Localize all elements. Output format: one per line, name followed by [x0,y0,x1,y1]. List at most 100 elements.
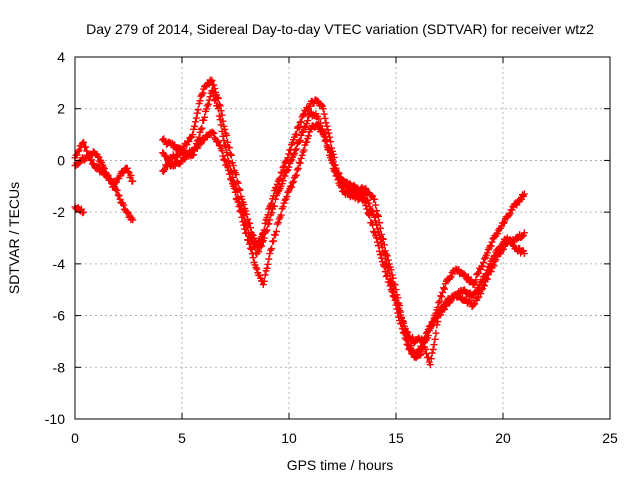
data-point-trace-f [272,228,280,236]
x-tick-label: 20 [495,430,511,446]
data-point-trace-e [490,262,498,270]
data-point-trace-d [371,195,379,203]
data-point-trace-f [433,321,441,329]
data-point-trace-f [320,132,328,140]
data-point-trace-f [248,250,256,258]
y-tick-label: -2 [53,204,66,220]
data-point-trace-f [274,218,282,226]
data-point-trace-a [75,146,83,154]
grid [75,57,610,419]
data-point-trace-f [239,218,247,226]
data-point-trace-e [375,247,383,255]
data-point-trace-f [231,188,239,196]
data-point-trace-f [427,355,435,363]
data-point-trace-e [404,341,412,349]
data-point-trace-a [115,192,123,200]
data-point-trace-a [78,139,86,147]
data-point-trace-f [428,349,436,357]
data-point-trace-e [421,333,429,341]
data-point-trace-d [199,89,207,97]
data-point-trace-f [491,251,499,259]
data-point-trace-f [225,166,233,174]
data-point-trace-f [390,288,398,296]
data-point-trace-f [294,164,302,172]
data-point-trace-f [303,138,311,146]
data-point-trace-d [320,110,328,118]
data-point-trace-e [270,202,278,210]
data-point-trace-d [447,272,455,280]
data-point-trace-d [470,280,478,288]
data-point-trace-f [375,231,383,239]
data-point-trace-e [216,116,224,124]
data-point-trace-e [215,112,223,120]
data-point-trace-f [289,179,297,187]
data-point-trace-e [303,120,311,128]
data-point-trace-b [94,153,102,161]
data-point-trace-e [249,239,257,247]
data-point-trace-e [281,172,289,180]
data-point-trace-d [508,206,516,214]
x-tick-label: 0 [71,430,79,446]
data-point-trace-f [398,313,406,321]
data-point-trace-f [270,237,278,245]
data-point-trace-e [260,234,268,242]
data-point-trace-e [204,100,212,108]
data-point-trace-b [123,164,131,172]
data-point-trace-d [483,249,491,257]
data-point-trace-f [230,185,238,193]
data-point-trace-d [297,118,305,126]
data-point-trace-b [99,163,107,171]
data-point-trace-f [360,190,368,198]
data-point-trace-e [477,290,485,298]
data-point-trace-f [193,145,201,153]
data-point-trace-f [399,318,407,326]
data-point-trace-f [238,213,246,221]
data-point-trace-e [403,340,411,348]
data-point-trace-d [446,274,454,282]
data-point-trace-f [420,339,428,347]
data-point-trace-e [407,345,415,353]
data-point-trace-f [381,255,389,263]
data-point-trace-d [194,106,202,114]
data-point-trace-d [210,81,218,89]
data-point-trace-e [411,353,419,361]
data-point-trace-d [192,114,200,122]
x-tick-label: 10 [281,430,297,446]
data-point-trace-f [434,318,442,326]
data-point-trace-f [281,196,289,204]
data-point-trace-e [471,300,479,308]
data-point-trace-f [164,156,172,164]
data-point-trace-d [273,180,281,188]
data-point-trace-f [323,137,331,145]
data-point-trace-f [221,156,229,164]
data-point-trace-f [236,207,244,215]
data-point-trace-f [259,281,267,289]
data-point-trace-e [283,167,291,175]
y-tick-label: -6 [53,308,66,324]
data-point-trace-d [480,259,488,267]
data-point-trace-f [271,231,279,239]
data-point-trace-f [213,137,221,145]
data-point-trace-f [260,277,268,285]
data-point-trace-e [257,242,265,250]
data-point-trace-f [520,250,528,258]
data-point-trace-d [323,122,331,130]
data-point-trace-f [306,125,314,133]
data-point-trace-d [472,276,480,284]
data-point-trace-a [116,195,124,203]
chart-title: Day 279 of 2014, Sidereal Day-to-day VTE… [86,21,594,37]
data-point-trace-e [315,115,323,123]
data-point-trace-f [327,152,335,160]
data-point-trace-f [283,193,291,201]
data-points [71,76,528,369]
data-point-trace-f [384,264,392,272]
y-tick-label: 2 [57,101,65,117]
data-point-trace-d [226,144,234,152]
data-point-trace-d [500,218,508,226]
y-tick-label: 0 [57,152,65,168]
data-point-trace-d [185,138,193,146]
x-tick-label: 15 [388,430,404,446]
data-point-trace-f [365,199,373,207]
y-tick-label: -4 [53,256,66,272]
data-point-trace-e [222,143,230,151]
